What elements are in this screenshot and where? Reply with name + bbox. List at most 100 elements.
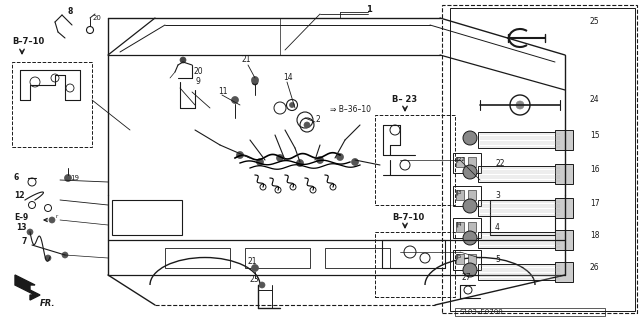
Text: B–7–10: B–7–10 xyxy=(392,213,424,222)
Text: ‖22: ‖22 xyxy=(455,156,465,162)
Text: 22: 22 xyxy=(495,159,504,167)
Text: ‖5: ‖5 xyxy=(455,253,461,259)
Polygon shape xyxy=(15,275,40,300)
Text: 15: 15 xyxy=(590,131,600,140)
Bar xyxy=(453,218,481,238)
Bar xyxy=(468,222,476,232)
Circle shape xyxy=(65,174,72,182)
Circle shape xyxy=(252,77,259,84)
Text: B– 23: B– 23 xyxy=(392,95,417,105)
Text: 9: 9 xyxy=(195,78,200,86)
Text: 12: 12 xyxy=(14,190,24,199)
Bar xyxy=(456,157,464,167)
Bar xyxy=(245,248,310,268)
Circle shape xyxy=(351,159,358,166)
Bar xyxy=(478,132,560,148)
Bar xyxy=(325,248,390,268)
Bar xyxy=(555,198,573,218)
Bar xyxy=(375,115,455,205)
Text: 6: 6 xyxy=(14,174,19,182)
Text: ‖3: ‖3 xyxy=(455,189,461,195)
Bar xyxy=(453,186,481,206)
Bar xyxy=(453,153,481,173)
Bar xyxy=(456,254,464,264)
Bar xyxy=(165,248,230,268)
Bar xyxy=(453,250,481,270)
Bar xyxy=(442,5,637,313)
Circle shape xyxy=(232,97,239,103)
Text: 26: 26 xyxy=(590,263,600,272)
Circle shape xyxy=(45,255,51,261)
Text: r: r xyxy=(55,214,57,219)
Text: 27: 27 xyxy=(462,273,472,283)
Circle shape xyxy=(304,122,310,128)
Text: FR.: FR. xyxy=(40,299,56,308)
Bar xyxy=(456,222,464,232)
Bar xyxy=(555,262,573,282)
Text: 16: 16 xyxy=(590,166,600,174)
Circle shape xyxy=(276,154,284,161)
Text: S103–E0700: S103–E0700 xyxy=(460,309,504,315)
Text: 5: 5 xyxy=(495,256,500,264)
Text: 14: 14 xyxy=(283,73,292,83)
Text: 7: 7 xyxy=(22,238,28,247)
Bar xyxy=(455,308,605,316)
Text: 1: 1 xyxy=(366,5,372,14)
Text: 21: 21 xyxy=(242,56,252,64)
Bar xyxy=(375,232,455,297)
Circle shape xyxy=(49,217,55,223)
Circle shape xyxy=(296,160,303,167)
Circle shape xyxy=(463,165,477,179)
Bar xyxy=(478,166,560,182)
Text: 21: 21 xyxy=(248,257,257,266)
Circle shape xyxy=(27,229,33,235)
Circle shape xyxy=(463,131,477,145)
Bar xyxy=(468,190,476,200)
Circle shape xyxy=(252,264,259,271)
Bar xyxy=(555,130,573,150)
Text: 4: 4 xyxy=(495,224,500,233)
Bar xyxy=(468,157,476,167)
Circle shape xyxy=(317,157,323,164)
Text: ‖4: ‖4 xyxy=(455,221,461,227)
Text: E–9: E–9 xyxy=(14,213,28,222)
Text: B–7–10: B–7–10 xyxy=(12,38,44,47)
Text: 20: 20 xyxy=(194,68,204,77)
Circle shape xyxy=(252,79,258,85)
Text: 17: 17 xyxy=(590,199,600,209)
Bar xyxy=(555,230,573,250)
Text: 18: 18 xyxy=(590,232,600,241)
Bar xyxy=(555,164,573,184)
Circle shape xyxy=(257,159,264,166)
Text: 19: 19 xyxy=(70,175,79,181)
Bar xyxy=(112,200,182,235)
Circle shape xyxy=(62,252,68,258)
Text: 11: 11 xyxy=(218,87,227,97)
Circle shape xyxy=(180,57,186,63)
Text: 13: 13 xyxy=(16,224,26,233)
Circle shape xyxy=(463,263,477,277)
Text: 20: 20 xyxy=(93,15,102,21)
Text: 2: 2 xyxy=(315,115,320,124)
Circle shape xyxy=(237,152,243,159)
Circle shape xyxy=(463,199,477,213)
Text: 3: 3 xyxy=(495,191,500,201)
Bar xyxy=(12,62,92,147)
Circle shape xyxy=(289,102,294,108)
Text: 23: 23 xyxy=(250,276,260,285)
Bar xyxy=(490,200,555,235)
Text: 25: 25 xyxy=(590,18,600,26)
Circle shape xyxy=(337,153,344,160)
Bar xyxy=(478,200,560,216)
Bar xyxy=(468,254,476,264)
Bar xyxy=(478,232,560,248)
Circle shape xyxy=(463,231,477,245)
Text: 8: 8 xyxy=(68,8,74,17)
Text: ⇒ B–36–10: ⇒ B–36–10 xyxy=(330,106,371,115)
Circle shape xyxy=(259,282,265,288)
Bar xyxy=(478,264,560,280)
Circle shape xyxy=(516,101,524,109)
Bar xyxy=(450,8,635,311)
Bar xyxy=(456,190,464,200)
Text: 24: 24 xyxy=(590,95,600,105)
